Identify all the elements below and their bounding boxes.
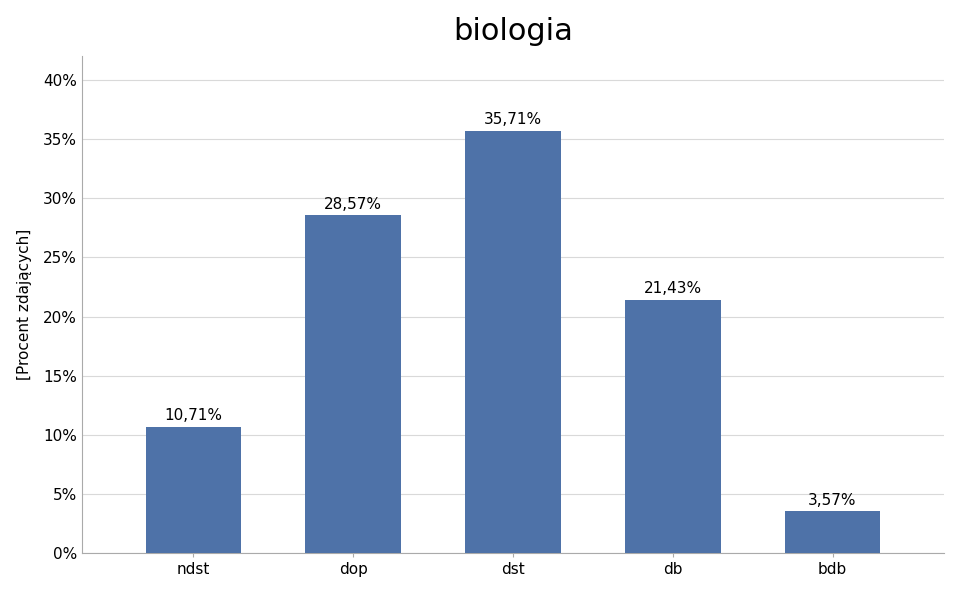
Title: biologia: biologia [453, 17, 573, 46]
Bar [784, 511, 880, 553]
Text: 28,57%: 28,57% [324, 197, 382, 211]
Text: 10,71%: 10,71% [164, 408, 222, 423]
Text: 35,71%: 35,71% [484, 112, 542, 127]
Bar [306, 215, 401, 553]
Y-axis label: [Procent zdających]: [Procent zdających] [16, 229, 32, 380]
Bar [145, 426, 241, 553]
Bar [625, 300, 721, 553]
Text: 3,57%: 3,57% [808, 492, 857, 507]
Bar [465, 131, 561, 553]
Text: 21,43%: 21,43% [644, 281, 702, 296]
